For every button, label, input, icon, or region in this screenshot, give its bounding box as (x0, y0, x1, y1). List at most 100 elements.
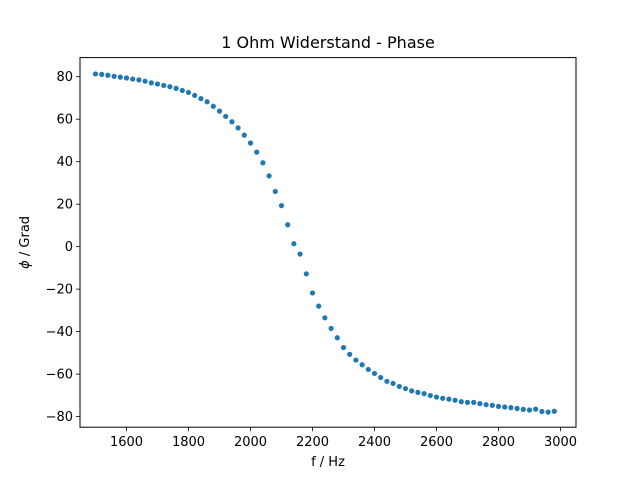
y-tick-label: 0 (65, 240, 73, 255)
data-point (130, 76, 136, 82)
data-point (384, 378, 390, 384)
data-point (142, 78, 148, 84)
data-point (117, 74, 123, 80)
data-point (105, 72, 111, 78)
data-point (551, 408, 557, 414)
data-point (415, 389, 421, 395)
chart-title: 1 Ohm Widerstand - Phase (221, 33, 435, 52)
data-point (433, 394, 440, 400)
data-point (533, 406, 539, 412)
data-point (365, 366, 371, 373)
data-point (204, 99, 210, 105)
data-point (440, 395, 446, 401)
y-tick-label: 60 (56, 113, 73, 128)
data-point (247, 140, 254, 146)
data-point (316, 303, 322, 309)
data-point (167, 84, 173, 90)
y-axis-label: ϕ / Grad (18, 216, 33, 269)
data-point (508, 405, 514, 411)
y-tick-label: 20 (56, 198, 73, 213)
data-point (526, 407, 533, 413)
plot-frame (79, 57, 577, 428)
data-point (309, 290, 316, 296)
data-point (92, 71, 99, 77)
data-point (198, 96, 204, 102)
x-axis-label: f / Hz (311, 455, 345, 470)
data-point (446, 396, 452, 402)
x-tick-label: 2000 (234, 435, 267, 450)
y-tick-label: −40 (46, 325, 73, 340)
data-point (229, 119, 235, 125)
data-point (347, 351, 353, 357)
data-point (148, 80, 154, 86)
data-point (216, 108, 223, 114)
data-point (254, 149, 260, 155)
data-point (359, 362, 365, 368)
y-tick-label: −20 (46, 283, 73, 298)
x-tick-label: 1600 (110, 435, 143, 450)
data-point (464, 399, 471, 405)
data-point (223, 113, 229, 120)
x-tick-label: 2200 (296, 435, 329, 450)
data-point (210, 103, 216, 109)
data-point (111, 73, 117, 79)
x-axis: 1600 1800 2000 2200 2400 2600 2800 3000 (110, 427, 577, 450)
data-point (99, 71, 105, 77)
data-point (520, 406, 526, 412)
data-point (266, 173, 272, 179)
data-markers (92, 71, 557, 415)
data-point (241, 132, 247, 138)
data-point (421, 391, 427, 397)
data-point (458, 399, 464, 405)
data-point (303, 271, 309, 277)
data-point (291, 241, 297, 247)
data-point (353, 357, 359, 363)
y-tick-label: −80 (46, 410, 73, 425)
data-point (185, 89, 192, 96)
data-point (322, 315, 328, 321)
data-point (477, 401, 483, 407)
data-point (371, 370, 378, 377)
data-point (179, 87, 185, 94)
y-tick-label: −60 (46, 368, 73, 383)
data-point (539, 408, 545, 415)
data-point (123, 75, 130, 81)
data-point (161, 82, 167, 89)
data-point (495, 403, 502, 409)
data-point (489, 402, 495, 408)
data-point (192, 92, 198, 99)
y-axis: −80 −60 −40 −20 0 20 40 60 80 (46, 70, 80, 425)
data-point (452, 397, 458, 403)
data-point (154, 81, 161, 87)
data-point (396, 383, 402, 390)
x-tick-label: 2600 (420, 435, 453, 450)
data-point (136, 77, 142, 83)
x-tick-label: 2800 (482, 435, 515, 450)
data-point (471, 399, 477, 405)
data-point (483, 402, 489, 408)
data-point (328, 325, 334, 332)
data-point (278, 203, 285, 209)
data-point (235, 125, 241, 131)
data-point (297, 251, 303, 257)
x-tick-label: 1800 (172, 435, 205, 450)
data-point (502, 404, 508, 410)
y-axis-label-symbol: ϕ (18, 260, 33, 269)
y-tick-label: 40 (56, 155, 73, 170)
data-point (272, 188, 278, 195)
y-axis-label-unit: / Grad (18, 216, 33, 260)
data-point (545, 409, 551, 415)
x-tick-label: 2400 (358, 435, 391, 450)
data-point (427, 392, 433, 399)
data-point (260, 160, 266, 166)
y-tick-label: 80 (56, 70, 73, 85)
data-point (390, 380, 396, 387)
data-point (334, 335, 340, 341)
data-point (514, 405, 520, 412)
data-point (409, 388, 415, 394)
data-point (402, 385, 409, 392)
data-point (340, 344, 347, 351)
data-point (378, 374, 384, 381)
